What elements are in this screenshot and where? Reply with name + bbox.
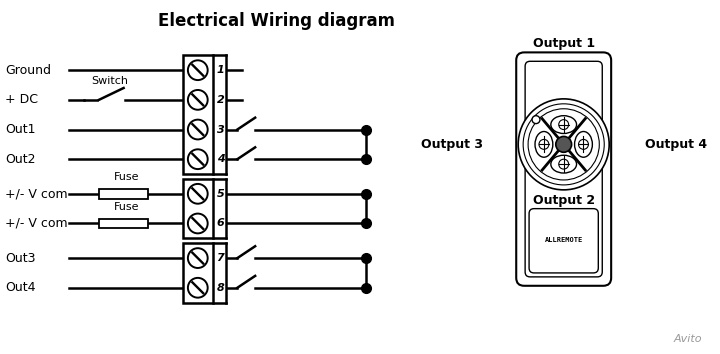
Text: Switch: Switch [91,76,128,86]
Text: Output 1: Output 1 [533,38,595,50]
Text: Electrical Wiring diagram: Electrical Wiring diagram [158,12,395,30]
Ellipse shape [551,116,577,133]
Bar [183,55,212,174]
Circle shape [559,159,569,169]
Bar [183,179,212,238]
Text: +/- V com: +/- V com [5,217,68,230]
FancyBboxPatch shape [529,209,598,273]
Ellipse shape [535,131,553,157]
Bar [99,189,148,199]
Text: Ground: Ground [5,64,51,77]
Circle shape [188,90,207,110]
Circle shape [559,120,569,130]
Circle shape [188,60,207,80]
Text: 8: 8 [217,283,225,293]
Text: 3: 3 [217,125,225,135]
Text: 7: 7 [217,253,225,263]
Text: Fuse: Fuse [114,172,139,182]
Text: +/- V com: +/- V com [5,187,68,200]
Text: + DC: + DC [5,93,38,106]
Bar [99,218,148,228]
Circle shape [579,139,588,149]
Text: Out2: Out2 [5,153,35,166]
Text: Avito: Avito [674,334,702,344]
Ellipse shape [551,155,577,173]
Text: 4: 4 [217,154,225,164]
Circle shape [523,104,604,185]
Circle shape [528,109,599,180]
Bar [183,243,212,303]
Text: ALLREMOTE: ALLREMOTE [544,237,582,243]
Ellipse shape [575,131,593,157]
Text: Fuse: Fuse [114,202,139,212]
Text: Output 3: Output 3 [420,138,482,151]
Circle shape [532,116,540,124]
Circle shape [188,184,207,204]
FancyBboxPatch shape [516,52,611,286]
Circle shape [188,248,207,268]
Text: Out4: Out4 [5,281,35,294]
Circle shape [539,139,549,149]
Text: Out1: Out1 [5,123,35,136]
Text: 5: 5 [217,189,225,199]
Circle shape [188,120,207,139]
Text: Output 2: Output 2 [533,194,595,207]
Circle shape [188,278,207,298]
Circle shape [518,99,609,190]
Text: Output 4: Output 4 [645,138,707,151]
Circle shape [556,136,572,152]
Text: 2: 2 [217,95,225,105]
Text: Out3: Out3 [5,252,35,264]
FancyBboxPatch shape [525,61,602,277]
Text: 6: 6 [217,218,225,228]
Circle shape [188,149,207,169]
Text: 1: 1 [217,65,225,75]
Circle shape [188,213,207,233]
